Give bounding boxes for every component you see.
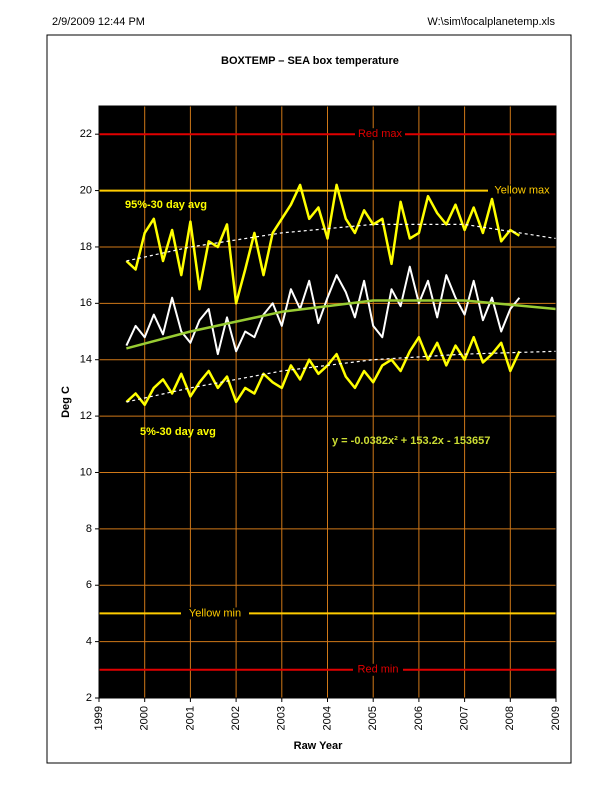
chart-title: BOXTEMP – SEA box temperature xyxy=(221,55,399,67)
y-tick-label: 14 xyxy=(80,354,92,366)
x-tick-label: 2006 xyxy=(413,706,425,730)
y-tick-label: 12 xyxy=(80,410,92,422)
x-tick-label: 2008 xyxy=(504,706,516,730)
reference-label-bg xyxy=(353,663,403,676)
reference-label: Yellow min xyxy=(189,607,241,619)
y-tick-label: 2 xyxy=(86,692,92,704)
reference-label: Red min xyxy=(358,664,399,676)
x-tick-label: 2007 xyxy=(459,706,471,730)
series-line xyxy=(125,265,521,356)
annotation: 5%-30 day avg xyxy=(140,426,216,438)
y-tick-label: 4 xyxy=(86,636,92,648)
reference-label-bg xyxy=(181,607,249,620)
series-line xyxy=(125,335,521,407)
header-left: 2/9/2009 12:44 PM xyxy=(52,16,145,28)
y-tick-label: 6 xyxy=(86,579,92,591)
header-right: W:\sim\focalplanetemp.xls xyxy=(427,16,555,28)
x-tick-label: 2001 xyxy=(184,706,196,730)
x-tick-label: 2004 xyxy=(321,706,333,730)
y-tick-label: 8 xyxy=(86,523,92,535)
reference-label: Red max xyxy=(358,128,403,140)
x-tick-label: 1999 xyxy=(93,706,105,730)
y-tick-label: 22 xyxy=(80,128,92,140)
reference-label-bg xyxy=(488,184,556,197)
x-axis-label: Raw Year xyxy=(294,740,343,752)
annotation: y = -0.0382x² + 153.2x - 153657 xyxy=(332,435,490,447)
x-tick-label: 2000 xyxy=(139,706,151,730)
y-tick-label: 18 xyxy=(80,241,92,253)
plot-border xyxy=(98,105,557,699)
series-line xyxy=(126,223,557,262)
frame xyxy=(46,34,572,764)
y-axis-label: Deg C xyxy=(60,386,72,418)
x-tick-label: 2009 xyxy=(550,706,562,730)
y-tick-label: 10 xyxy=(80,466,92,478)
reference-label-bg xyxy=(355,128,405,141)
x-tick-label: 2002 xyxy=(230,706,242,730)
y-tick-label: 20 xyxy=(80,184,92,196)
annotation: 95%-30 day avg xyxy=(125,199,207,211)
series-line xyxy=(126,299,557,350)
x-tick-label: 2003 xyxy=(276,706,288,730)
reference-label: Yellow max xyxy=(494,184,550,196)
y-tick-label: 16 xyxy=(80,297,92,309)
series-line xyxy=(126,350,557,403)
series-line xyxy=(125,183,521,305)
x-tick-label: 2005 xyxy=(367,706,379,730)
